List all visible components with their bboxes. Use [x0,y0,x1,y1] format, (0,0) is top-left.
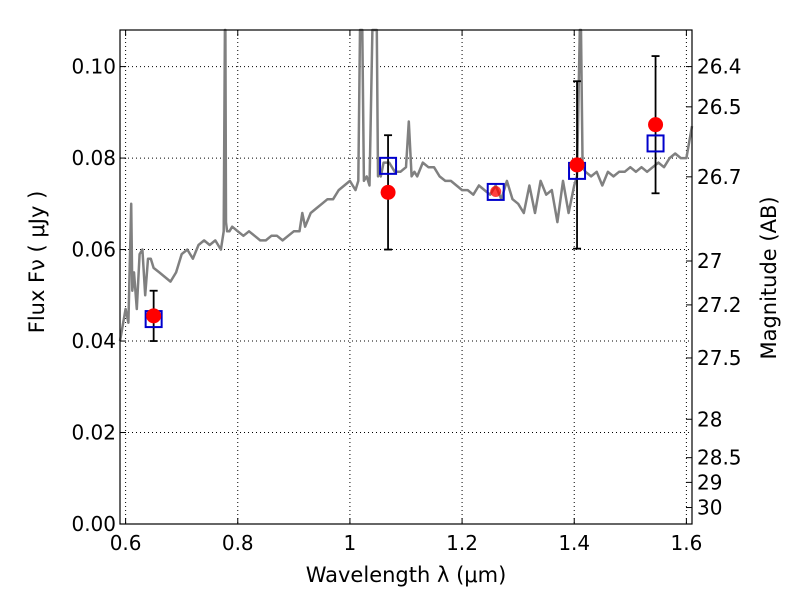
y-tick-label: 0.02 [71,421,116,445]
x-tick-label: 1 [344,531,357,555]
x-tick-label: 0.8 [222,531,254,555]
magnitude-tick-label: 27.5 [697,346,742,370]
y-tick-label: 0.06 [71,238,116,262]
y-tick-label: 0.04 [71,329,116,353]
magnitude-tick-label: 29 [697,470,722,494]
model-photometry-square [486,182,505,201]
observed-flux-point [146,308,162,324]
points-layer [144,55,665,342]
y-axis-title: Flux Fν ( μJy ) [25,191,49,334]
observed-flux-point [490,185,502,197]
magnitude-tick-label: 26.5 [697,95,742,119]
y-tick-label: 0.10 [71,55,116,79]
x-tick-label: 1.4 [558,531,590,555]
ticks-layer [120,30,692,525]
model-photometry-square [646,134,665,153]
y-tick-labels: 0.00 0.02 0.04 0.06 0.08 0.10 [71,55,116,536]
y2-axis-title: Magnitude (AB) [757,196,781,359]
x-tick-label: 0.6 [110,531,142,555]
magnitude-tick-label: 26.7 [697,165,742,189]
x-tick-label: 1.2 [446,531,478,555]
x-tick-labels: 0.6 0.8 1 1.2 1.4 1.6 [110,531,703,555]
x-axis-title: Wavelength λ (μm) [306,563,507,587]
observed-flux-point [380,184,396,200]
magnitude-tick-label: 27 [697,249,722,273]
y-tick-label: 0.00 [71,512,116,536]
y-tick-label: 0.08 [71,146,116,170]
observed-flux-point [648,117,664,133]
plot-frame [119,29,693,525]
magnitude-tick-label: 26.4 [697,55,742,79]
magnitude-tick-label: 30 [697,496,722,520]
magnitude-tick-label: 27.2 [697,293,742,317]
observed-flux-point [569,157,585,173]
magnitude-tick-label: 28.5 [697,446,742,470]
magnitude-tick-label: 28 [697,407,722,431]
model-photometry-square [379,156,398,175]
x-tick-label: 1.6 [670,531,702,555]
